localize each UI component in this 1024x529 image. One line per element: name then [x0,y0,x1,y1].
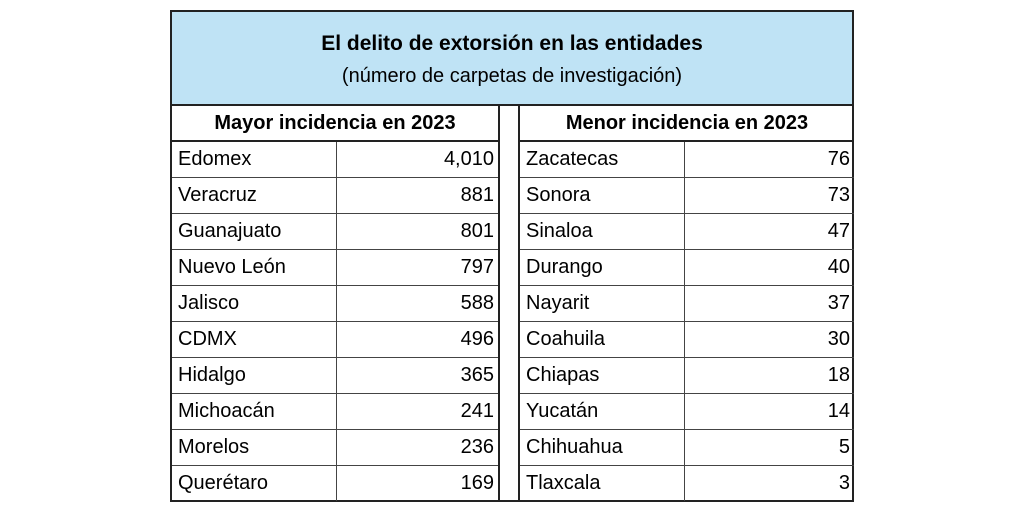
table-row: Chihuahua 5 [520,429,854,466]
table-row: Morelos 236 [172,429,498,466]
table-row: Veracruz 881 [172,177,498,214]
state-name: Edomex [172,142,337,178]
panel-gap [500,106,516,500]
state-name: Michoacán [172,393,337,430]
lowest-incidence-panel: Menor incidencia en 2023 Zacatecas 76 Sono… [518,106,854,501]
table-row: Jalisco 588 [172,285,498,322]
case-count: 365 [336,357,498,394]
case-count: 241 [336,393,498,430]
table-row: Edomex 4,010 [172,142,498,178]
case-count: 496 [336,321,498,358]
state-name: Chihuahua [520,429,685,466]
case-count: 3 [838,472,850,494]
case-count: 588 [336,285,498,322]
lowest-incidence-table: Zacatecas 76 Sonora 73 Sinaloa 47 Durango 40 Nay… [520,142,854,501]
table-header: El delito de extorsión en las entidades … [172,12,852,106]
table-row: Tlaxcala 3 [520,465,854,501]
case-count: 169 [460,472,494,494]
state-name: Chiapas [520,357,685,394]
case-count: 797 [336,249,498,286]
state-name: Nayarit [520,285,685,322]
case-count: 801 [336,213,498,250]
case-count: 40 [684,249,854,286]
case-count: 5 [684,429,854,466]
table-title: El delito de extorsión en las entidades [321,32,703,55]
case-count: 76 [684,142,854,178]
case-count: 14 [684,393,854,430]
highest-incidence-table: Edomex 4,010 Veracruz 881 Guanajuato 801 Nuevo… [172,142,498,501]
table-row: Querétaro 169 [172,465,498,501]
case-count: 30 [684,321,854,358]
extortion-table-frame: El delito de extorsión en las entidades … [170,10,854,502]
table-row: Chiapas 18 [520,357,854,394]
state-name: Sinaloa [520,213,685,250]
state-name: Veracruz [172,177,337,214]
table-row: Nuevo León 797 [172,249,498,286]
case-count: 881 [336,177,498,214]
table-row: Yucatán 14 [520,393,854,430]
table-row: Coahuila 30 [520,321,854,358]
case-count: 236 [336,429,498,466]
state-name: Nuevo León [172,249,337,286]
state-name: Sonora [520,177,685,214]
state-name: Guanajuato [172,213,337,250]
state-name: Querétaro [172,465,337,501]
state-name: Hidalgo [172,357,337,394]
case-count: 47 [684,213,854,250]
table-row: Nayarit 37 [520,285,854,322]
lowest-incidence-heading: Menor incidencia en 2023 [520,106,854,142]
table-row: Hidalgo 365 [172,357,498,394]
state-name: Jalisco [172,285,337,322]
case-count: 37 [684,285,854,322]
table-row: Sonora 73 [520,177,854,214]
highest-incidence-heading: Mayor incidencia en 2023 [172,106,498,142]
state-name: Durango [520,249,685,286]
state-name: Tlaxcala [520,465,685,501]
state-name: Zacatecas [520,142,685,178]
state-name: CDMX [172,321,337,358]
case-count: 4,010 [336,142,498,178]
table-row: CDMX 496 [172,321,498,358]
highest-incidence-panel: Mayor incidencia en 2023 Edomex 4,010 Vera… [172,106,500,501]
table-row: Sinaloa 47 [520,213,854,250]
case-count: 73 [684,177,854,214]
state-name: Yucatán [520,393,685,430]
state-name: Coahuila [520,321,685,358]
case-count: 18 [684,357,854,394]
table-row: Guanajuato 801 [172,213,498,250]
table-subtitle: (número de carpetas de investigación) [341,65,683,87]
table-row: Durango 40 [520,249,854,286]
table-row: Michoacán 241 [172,393,498,430]
table-row: Zacatecas 76 [520,142,854,178]
state-name: Morelos [172,429,337,466]
